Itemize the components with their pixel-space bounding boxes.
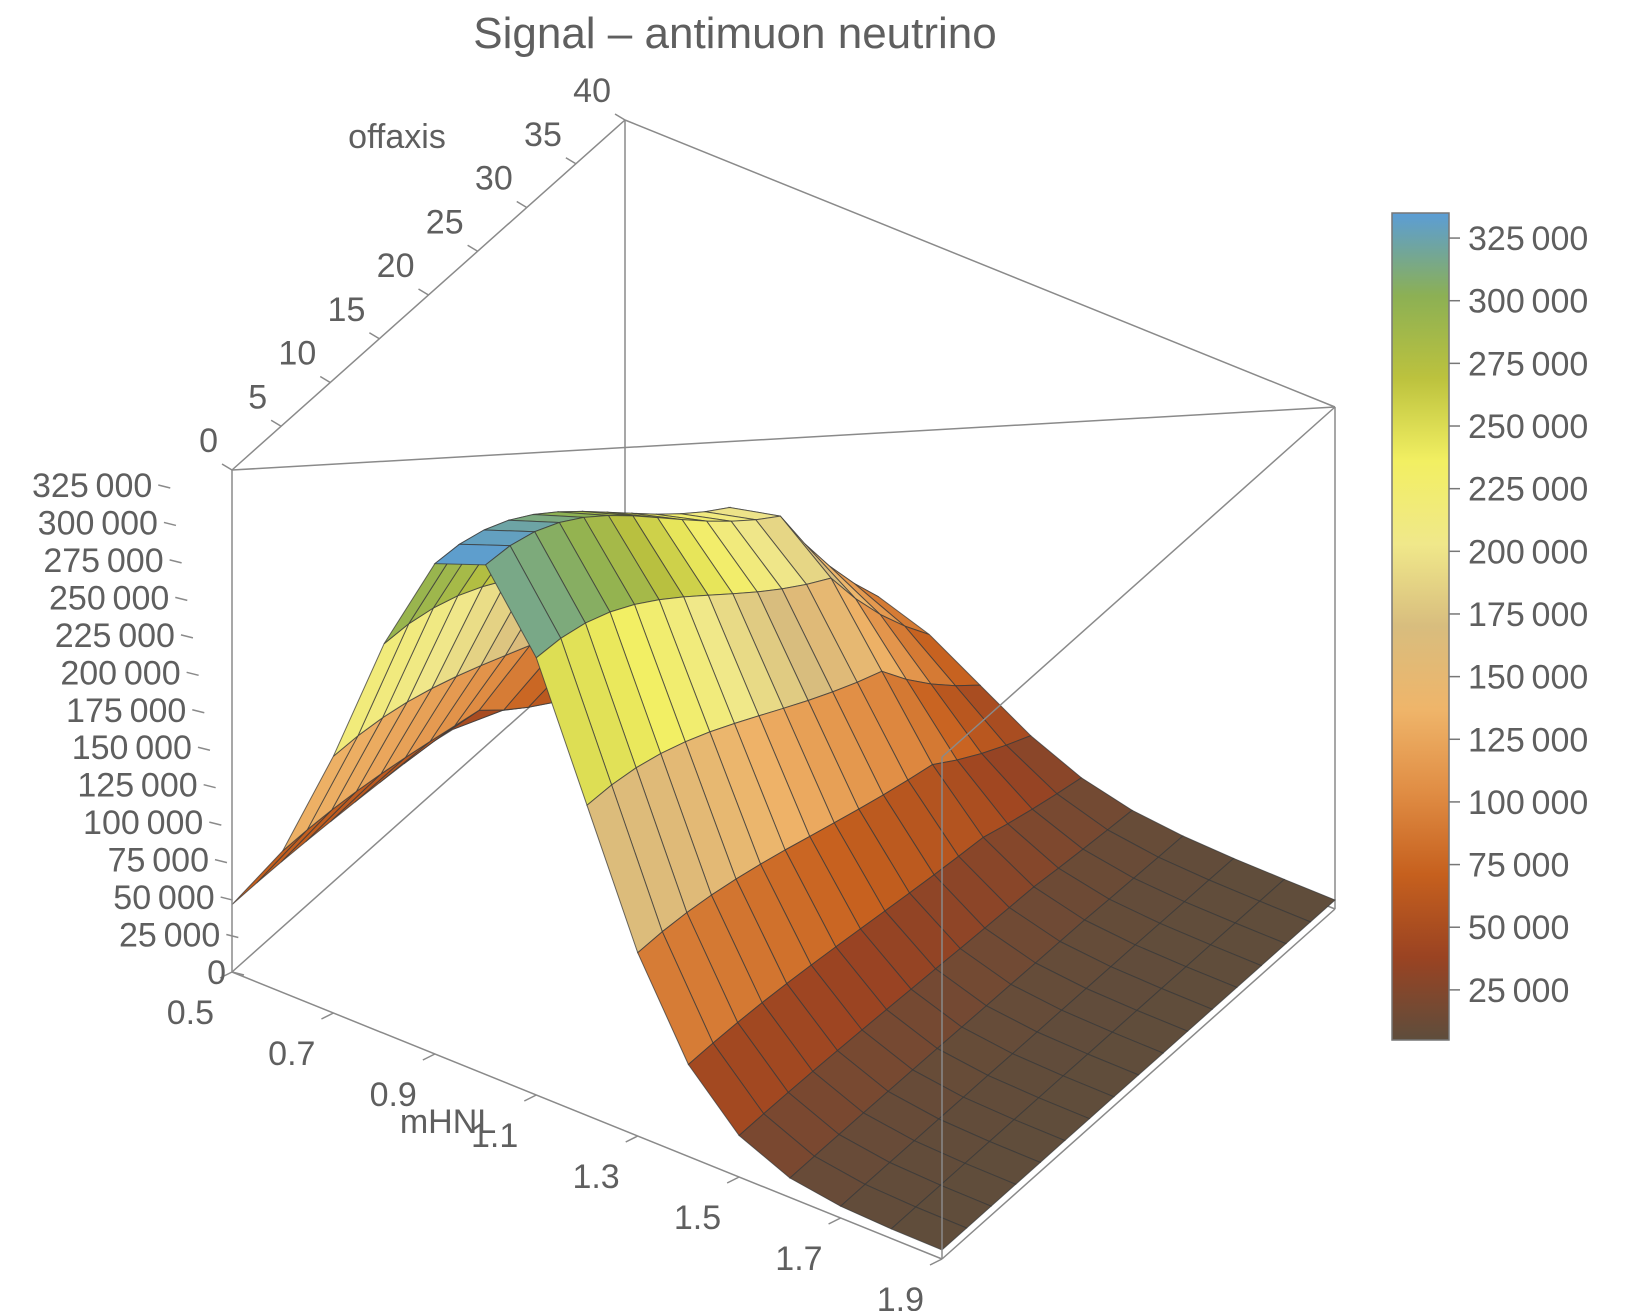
x-tick-label: 1.5 [674, 1199, 721, 1237]
z-tick-label: 200 000 [60, 654, 180, 692]
colorbar: 25 000 50 000 75 000 100 000 125 000 150 000 1… [1391, 212, 1588, 1041]
x-tick-mark [828, 1217, 841, 1225]
chart-title: Signal – antimuon neutrino [473, 9, 996, 58]
y-tick-label: 25 [426, 203, 464, 241]
z-tick-mark [197, 746, 211, 751]
colorbar-tick-label: 225 000 [1468, 471, 1588, 509]
box-edge [941, 406, 1336, 758]
z-tick-label: 125 000 [77, 767, 197, 805]
box-edge [231, 406, 1336, 471]
z-tick-label: 325 000 [32, 467, 152, 505]
z-tick-label: 250 000 [49, 579, 169, 617]
x-tick-mark [523, 1094, 537, 1102]
x-tick-mark [321, 1012, 334, 1020]
z-tick-mark [186, 671, 199, 677]
y-tick-label: 15 [328, 291, 366, 329]
box-edge [624, 119, 1336, 408]
y-tick-mark [614, 113, 626, 121]
bounding-box-front [231, 406, 1336, 1260]
surface-patch [231, 829, 308, 905]
y-tick-mark [368, 332, 380, 340]
z-tick-label: 50 000 [113, 879, 214, 917]
z-tick-label: 0 [207, 954, 226, 992]
z-tick-label: 100 000 [83, 804, 203, 842]
colorbar-tick-label: 325 000 [1468, 220, 1588, 258]
colorbar-tick-label: 75 000 [1468, 847, 1569, 885]
z-tick-label: 300 000 [38, 504, 158, 542]
colorbar-tick-label: 25 000 [1468, 972, 1569, 1010]
z-tick-label: 75 000 [108, 842, 209, 880]
z-tick-mark [220, 896, 233, 901]
z-tick-mark [180, 634, 194, 639]
z-tick-mark [163, 521, 177, 527]
z-tick-mark [226, 933, 239, 939]
x-tick-label: 1.7 [775, 1240, 822, 1278]
x-tick-label: 1.1 [471, 1117, 518, 1155]
z-tick-mark [209, 821, 222, 826]
colorbar-tick-label: 50 000 [1468, 909, 1569, 947]
x-tick-label: 0.7 [268, 1035, 315, 1073]
x-tick-label: 1.9 [877, 1281, 924, 1311]
surface-mesh [231, 506, 1336, 1251]
z-tick-mark [214, 858, 228, 864]
colorbar-tick-label: 275 000 [1468, 345, 1588, 383]
y-tick-label: 5 [248, 378, 267, 416]
colorbar-bar [1391, 212, 1450, 1041]
x-axis-ticks: 0.5 0.7 0.9 1.1 1.3 1.5 1.7 1.9 [167, 971, 943, 1311]
z-tick-mark [169, 559, 182, 564]
z-tick-label: 25 000 [119, 917, 220, 955]
box-edge [231, 971, 943, 1260]
z-tick-mark [158, 484, 171, 489]
y-tick-mark [565, 157, 577, 165]
x-tick-mark [422, 1053, 436, 1061]
colorbar-tick-label: 175 000 [1468, 596, 1588, 634]
x-tick-mark [929, 1258, 943, 1266]
z-tick-mark [231, 971, 245, 976]
y-tick-label: 30 [475, 160, 513, 198]
y-tick-label: 10 [278, 335, 316, 373]
x-tick-label: 1.3 [572, 1158, 619, 1196]
y-tick-label: 40 [573, 72, 611, 110]
x-axis-label: mHNL [400, 1103, 496, 1141]
z-tick-mark [175, 596, 188, 602]
surface-patch [890, 1206, 968, 1251]
surface-patch [256, 809, 333, 884]
colorbar-tick-label: 150 000 [1468, 659, 1588, 697]
y-tick-mark [319, 375, 331, 384]
z-tick-label: 150 000 [72, 729, 192, 767]
colorbar-tick-label: 250 000 [1468, 408, 1588, 446]
z-tick-label: 275 000 [43, 542, 163, 580]
y-axis-label: offaxis [348, 118, 446, 156]
x-tick-label: 0.5 [167, 994, 214, 1032]
x-tick-label: 0.9 [370, 1076, 417, 1114]
x-tick-mark [625, 1135, 639, 1143]
x-tick-mark [726, 1176, 740, 1184]
colorbar-ticks: 25 000 50 000 75 000 100 000 125 000 150 000 1… [1449, 220, 1588, 1010]
box-edge [941, 908, 1336, 1260]
y-tick-mark [270, 419, 282, 427]
colorbar-tick-label: 200 000 [1468, 533, 1588, 571]
y-tick-label: 0 [199, 422, 218, 460]
colorbar-tick-label: 100 000 [1468, 784, 1588, 822]
y-tick-mark [516, 200, 528, 209]
z-tick-label: 225 000 [55, 617, 175, 655]
colorbar-tick-label: 125 000 [1468, 721, 1588, 759]
y-tick-mark [418, 288, 429, 296]
y-tick-mark [221, 463, 233, 471]
colorbar-tick-label: 300 000 [1468, 283, 1588, 321]
z-tick-mark [192, 709, 205, 714]
z-tick-mark [203, 783, 216, 789]
y-tick-label: 35 [524, 116, 562, 154]
z-tick-label: 175 000 [66, 692, 186, 730]
x-tick-mark [219, 971, 233, 979]
y-axis-ticks: 05 10 15 20 25 30 35 40 [199, 72, 626, 471]
y-tick-mark [467, 244, 479, 252]
y-tick-label: 20 [377, 247, 415, 285]
